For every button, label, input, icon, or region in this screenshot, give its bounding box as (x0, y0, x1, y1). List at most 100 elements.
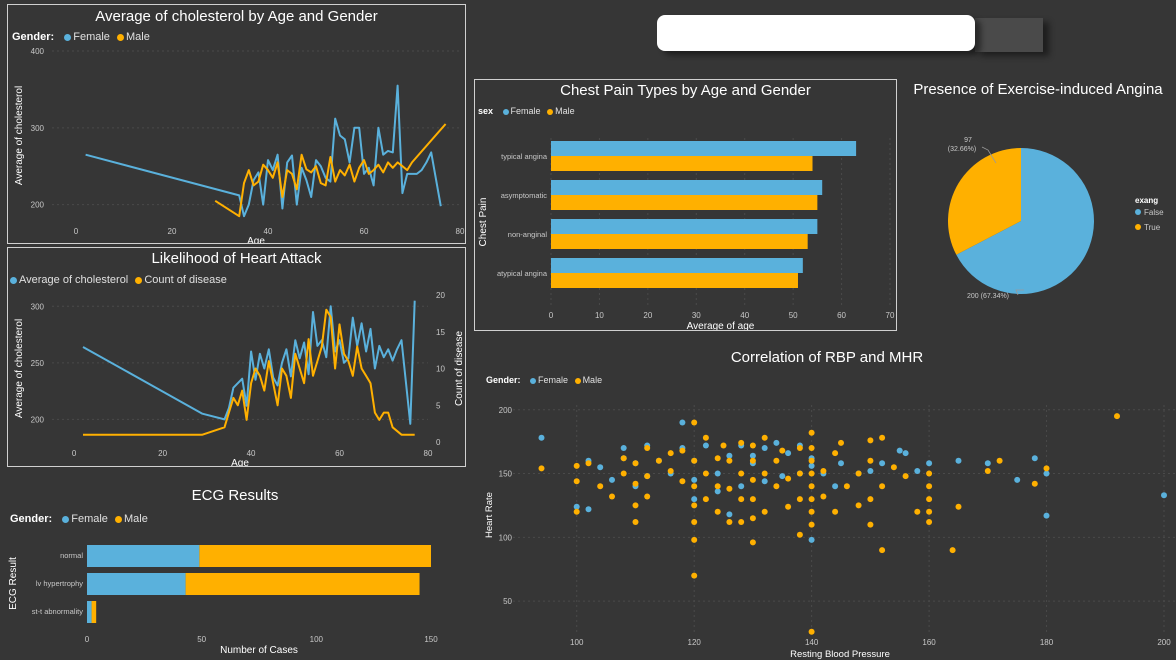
point-male (702, 496, 709, 503)
pie-slice-true (948, 148, 1021, 255)
x-axis-label: Age (231, 458, 249, 466)
point-female (714, 470, 721, 477)
point-male (796, 531, 803, 538)
point-female (714, 488, 721, 495)
x-tick-label: 180 (1040, 638, 1054, 647)
y-tick-label: 150 (499, 470, 513, 479)
point-female (573, 503, 580, 510)
bar-female (551, 258, 803, 273)
legend-dot-false (1135, 209, 1141, 215)
leader-line (981, 146, 997, 164)
chart-title: Correlation of RBP and MHR (730, 349, 924, 366)
x-tick-label: 50 (197, 635, 206, 644)
point-male (609, 493, 615, 500)
x-axis-label: Age (247, 236, 265, 243)
ecg-panel: ECG Results Gender: Female Male 0 50 100 15… (0, 485, 470, 660)
point-male (691, 419, 698, 426)
legend-title: Gender: (12, 31, 55, 43)
legend-dot-female (530, 377, 537, 384)
y2-tick-label: 5 (436, 401, 441, 410)
y-tick-label: 200 (31, 415, 45, 424)
y-axis-label: Average of cholesterol (14, 86, 25, 185)
legend-dot-true (1135, 224, 1141, 230)
point-male (691, 457, 698, 464)
point-male (773, 483, 780, 490)
y-tick-label: 300 (31, 302, 45, 311)
x-tick-label: 0 (72, 449, 77, 458)
chart-legend: Gender: Female Male (10, 513, 148, 525)
rbp-mhr-scatter: 50 100 150 200 100 120 140 160 180 200 Resting Blo… (484, 405, 1176, 660)
x-axis-label: Average of age (687, 321, 755, 330)
point-male (749, 515, 756, 522)
point-male (644, 445, 651, 451)
point-male (749, 442, 756, 449)
point-male (655, 457, 662, 464)
point-male (949, 547, 956, 554)
y2-tick-label: 20 (436, 291, 445, 300)
x-axis-label: Resting Blood Pressure (790, 649, 890, 660)
point-female (785, 450, 792, 457)
point-male (843, 483, 850, 490)
point-male (867, 437, 874, 444)
point-female (726, 511, 733, 518)
x-tick-label: 40 (247, 449, 256, 458)
y2-axis-label: Count of disease (454, 331, 465, 406)
legend-dot-male (547, 108, 554, 115)
point-female (538, 434, 545, 441)
point-male (726, 485, 733, 492)
point-male (691, 502, 698, 509)
x-tick-label: 0 (74, 227, 79, 236)
point-male (691, 572, 698, 579)
search-input[interactable] (657, 15, 975, 51)
point-male (1043, 465, 1050, 472)
point-female (585, 506, 592, 513)
point-male (702, 434, 709, 441)
point-male (867, 496, 874, 503)
point-female (738, 483, 745, 490)
point-female (926, 460, 933, 467)
x-tick-label: 40 (740, 311, 749, 320)
x-tick-label: 10 (595, 311, 604, 320)
cholesterol-age-gender-panel: Average of cholesterol by Age and Gender… (7, 4, 466, 244)
point-male (720, 442, 727, 449)
point-male (538, 465, 545, 472)
point-male (738, 496, 745, 503)
point-male (838, 439, 844, 446)
y-axis-label: Chest Pain (478, 198, 489, 247)
point-female (838, 460, 844, 467)
point-male (779, 447, 786, 454)
point-male (808, 628, 815, 635)
point-male (749, 496, 756, 503)
point-male (691, 519, 698, 525)
category-label: typical angina (501, 152, 548, 161)
legend-label-male: Male (582, 375, 603, 385)
y-axis-label: Heart Rate (484, 492, 495, 538)
point-male (820, 468, 827, 474)
legend-label-female: Female (510, 106, 541, 116)
point-female (761, 445, 768, 451)
x-tick-label: 20 (643, 311, 652, 320)
point-male (749, 539, 756, 546)
series-line-average-of-cholesterol (82, 300, 416, 425)
chart-title: Presence of Exercise-induced Angina (913, 81, 1163, 98)
point-female (1161, 492, 1167, 499)
point-male (926, 483, 933, 490)
point-male (632, 480, 639, 487)
point-male (738, 519, 745, 525)
point-male (796, 445, 803, 451)
legend-label-disease: Count of disease (144, 274, 227, 286)
x-tick-label: 50 (789, 311, 798, 320)
point-female (867, 468, 874, 474)
point-male (808, 521, 815, 528)
point-male (879, 434, 886, 441)
point-male (796, 470, 803, 477)
x-tick-label: 120 (688, 638, 702, 647)
point-male (796, 496, 803, 503)
y-axis-label: ECG Result (8, 557, 19, 610)
x-tick-label: 150 (424, 635, 438, 644)
point-male (632, 502, 639, 509)
chart-legend: Average of cholesterol Count of disease (10, 274, 227, 286)
point-male (714, 508, 721, 515)
bar-female (551, 141, 857, 156)
point-male (785, 503, 792, 510)
